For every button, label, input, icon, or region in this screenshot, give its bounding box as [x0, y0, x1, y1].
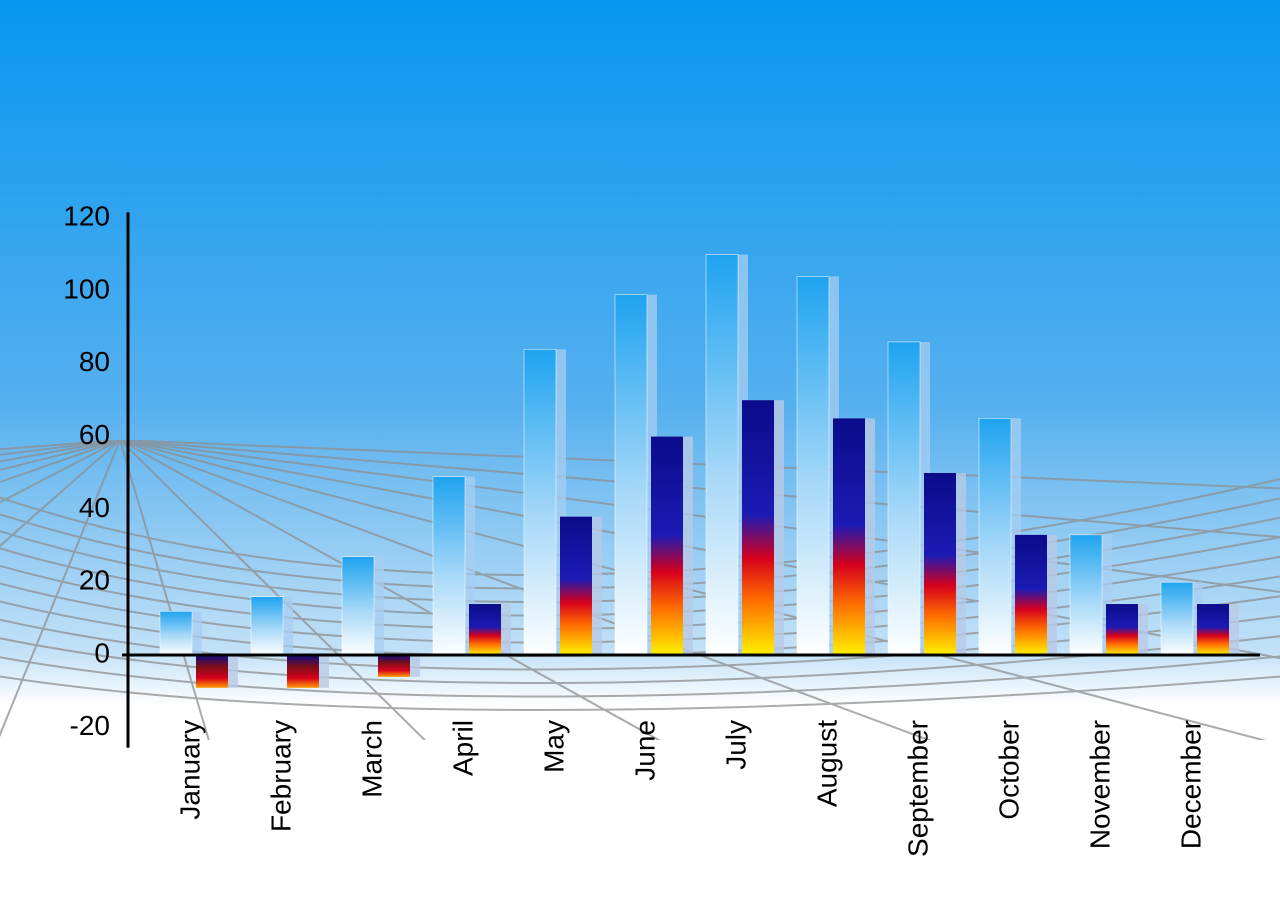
- bar-primary: [615, 295, 647, 655]
- bar-secondary: [378, 655, 410, 677]
- bar-secondary: [1106, 604, 1138, 655]
- chart-container: -20 0 20 40 60 80 100 120 January February March Ap…: [0, 0, 1280, 905]
- y-tick-label: 0: [94, 637, 110, 668]
- bar-secondary: [1015, 535, 1047, 655]
- x-tick-label: June: [629, 720, 660, 781]
- bar-secondary: [196, 655, 228, 688]
- bar-primary: [342, 557, 374, 655]
- y-tick-label: -20: [70, 710, 110, 741]
- y-tick-label: 120: [63, 201, 110, 232]
- bar-primary: [1161, 582, 1193, 655]
- bar-primary: [160, 611, 192, 655]
- x-tick-label: February: [265, 720, 296, 832]
- x-tick-label: October: [993, 720, 1024, 820]
- chart-svg: -20 0 20 40 60 80 100 120 January February March Ap…: [0, 0, 1280, 905]
- y-tick-label: 20: [79, 565, 110, 596]
- bar-primary: [433, 477, 465, 655]
- x-tick-label: March: [356, 720, 387, 798]
- bar-primary: [1070, 535, 1102, 655]
- y-tick-label: 40: [79, 492, 110, 523]
- bar-secondary: [469, 604, 501, 655]
- bar-secondary: [287, 655, 319, 688]
- bar-primary: [888, 342, 920, 655]
- bar-secondary: [1197, 604, 1229, 655]
- bar-primary: [706, 255, 738, 655]
- bar-primary: [797, 276, 829, 655]
- x-tick-label: August: [811, 720, 842, 807]
- x-tick-label: May: [538, 720, 569, 773]
- bar-secondary: [924, 473, 956, 655]
- x-tick-label: December: [1175, 720, 1206, 849]
- x-tick-label: September: [902, 720, 933, 857]
- bar-primary: [251, 597, 283, 655]
- bar-primary: [979, 418, 1011, 655]
- bar-secondary: [833, 418, 865, 655]
- y-tick-label: 100: [63, 273, 110, 304]
- bar-secondary: [742, 400, 774, 655]
- x-tick-label: April: [447, 720, 478, 776]
- x-tick-label: November: [1084, 720, 1115, 849]
- bar-primary: [524, 349, 556, 655]
- bar-secondary: [651, 437, 683, 655]
- x-tick-label: January: [174, 720, 205, 820]
- x-tick-label: July: [720, 720, 751, 770]
- y-tick-label: 80: [79, 346, 110, 377]
- y-tick-label: 60: [79, 419, 110, 450]
- bar-secondary: [560, 517, 592, 655]
